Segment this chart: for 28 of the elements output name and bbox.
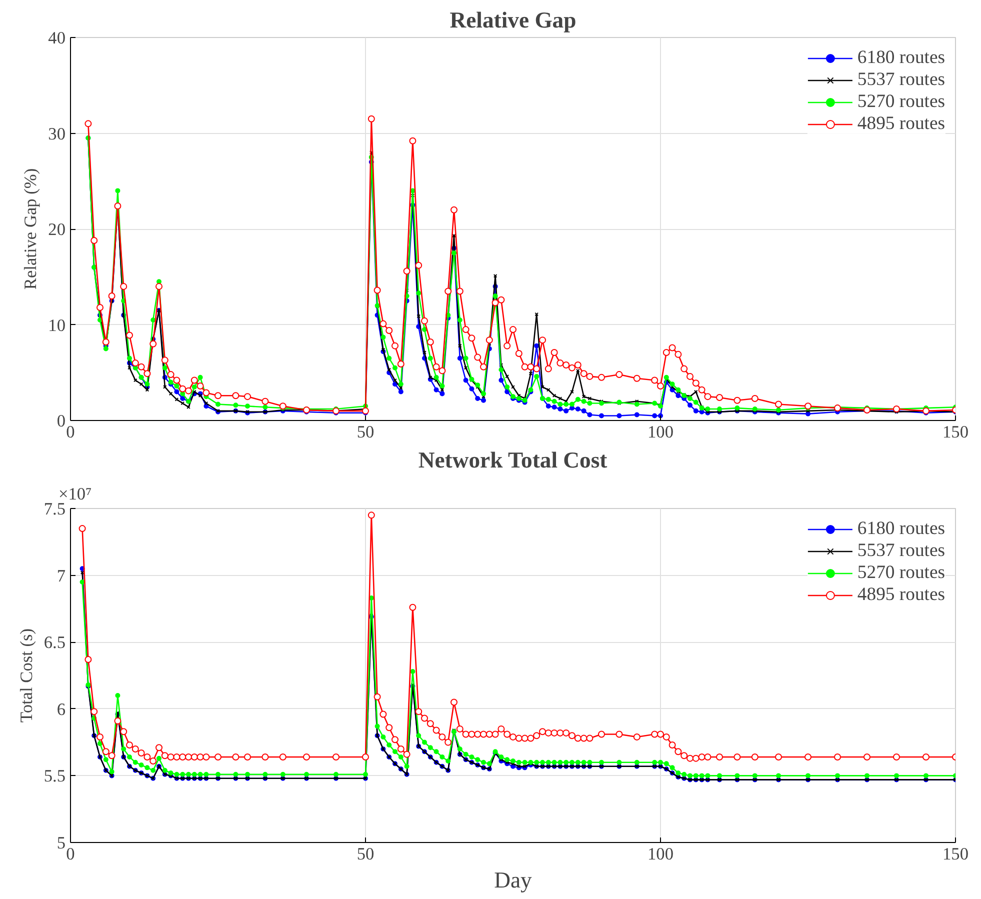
y-axis-title: Relative Gap (%) bbox=[21, 168, 40, 290]
x-tick-label: 50 bbox=[356, 422, 374, 442]
legend-label: 5270 routes bbox=[857, 91, 945, 113]
legend-label: 5537 routes bbox=[857, 540, 945, 562]
y-tick-label: 20 bbox=[48, 220, 66, 239]
y-tick-label: 5.5 bbox=[44, 766, 66, 786]
y-axis-title: Total Cost (s) bbox=[16, 628, 36, 723]
x-tick-label: 150 bbox=[942, 422, 969, 442]
y-tick-label: 6.5 bbox=[44, 633, 66, 652]
y-tick-label: 10 bbox=[48, 316, 66, 335]
x-axis-title: Day bbox=[494, 868, 533, 892]
y-tick-label: 40 bbox=[48, 28, 66, 48]
legend-label: 5270 routes bbox=[857, 562, 945, 584]
legend-label: 4895 routes bbox=[857, 113, 945, 135]
y-tick-label: 7 bbox=[56, 566, 66, 586]
legend-label: 4895 routes bbox=[857, 584, 945, 606]
y-tick-label: 5 bbox=[56, 834, 66, 852]
x-tick-label: 150 bbox=[942, 844, 969, 864]
x-tick-label: 100 bbox=[648, 844, 674, 864]
y-tick-label: 30 bbox=[48, 124, 66, 144]
legend-label: 6180 routes bbox=[857, 518, 945, 540]
chart-title: Relative Gap bbox=[450, 8, 576, 32]
y-tick-label: 6 bbox=[56, 700, 66, 719]
chart-title: Network Total Cost bbox=[418, 448, 608, 472]
legend-label: 6180 routes bbox=[857, 47, 945, 69]
x-tick-label: 50 bbox=[356, 844, 374, 864]
x-tick-label: 100 bbox=[648, 422, 674, 442]
legend-label: 5537 routes bbox=[857, 69, 945, 91]
